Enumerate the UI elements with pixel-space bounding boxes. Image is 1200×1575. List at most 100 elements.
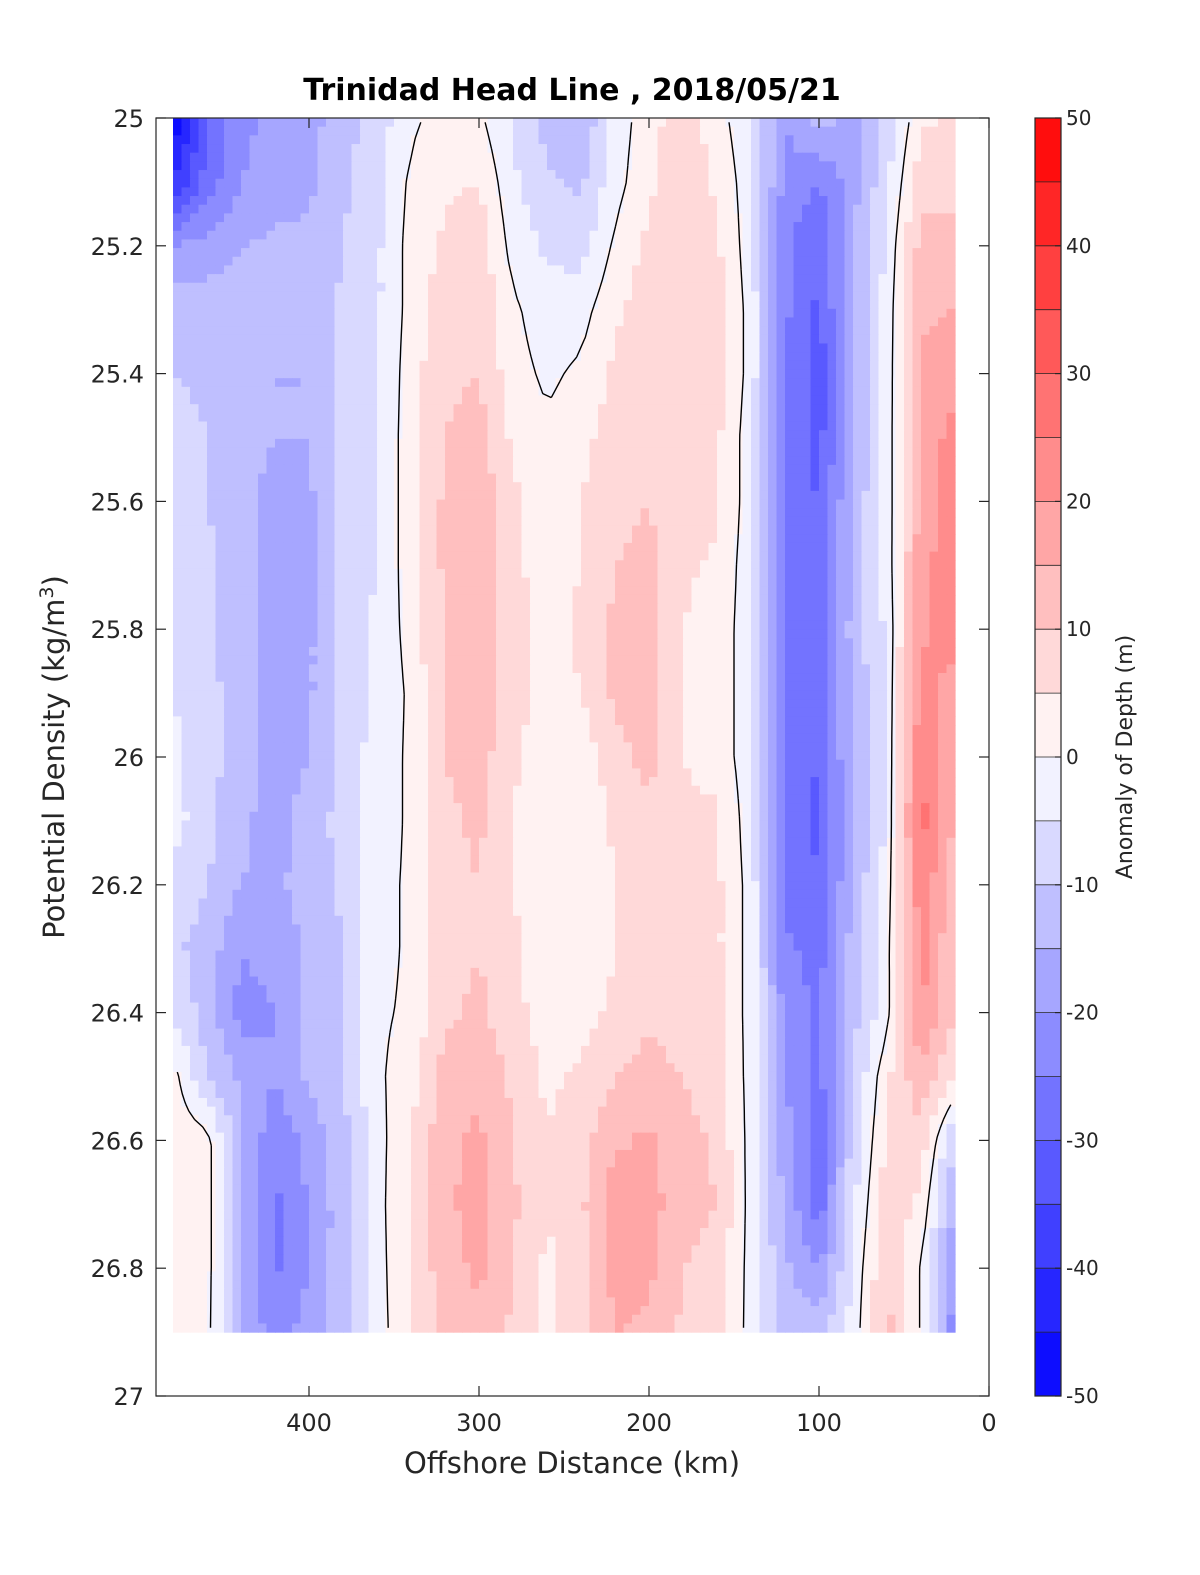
heatmap-cell	[326, 282, 336, 293]
heatmap-cell	[402, 178, 412, 188]
heatmap-cell	[249, 568, 259, 579]
heatmap-cell	[734, 300, 744, 310]
heatmap-cell	[785, 343, 795, 353]
heatmap-cell	[589, 525, 599, 535]
heatmap-cell	[581, 118, 591, 128]
heatmap-cell	[513, 317, 523, 327]
heatmap-cell	[632, 213, 642, 223]
heatmap-cell	[819, 560, 829, 570]
heatmap-cell	[640, 542, 650, 553]
heatmap-cell	[759, 438, 769, 449]
heatmap-cell	[411, 317, 421, 327]
heatmap-cell	[521, 473, 531, 483]
heatmap-cell	[215, 404, 225, 414]
heatmap-cell	[504, 222, 514, 232]
heatmap-cell	[275, 196, 285, 206]
heatmap-cell	[266, 525, 276, 535]
heatmap-cell	[300, 490, 310, 501]
heatmap-cell	[691, 542, 701, 553]
heatmap-cell	[555, 317, 565, 327]
heatmap-cell	[530, 204, 540, 214]
heatmap-cell	[198, 508, 208, 518]
heatmap-cell	[360, 230, 370, 241]
heatmap-cell	[351, 135, 361, 145]
heatmap-cell	[428, 542, 438, 553]
heatmap-cell	[266, 430, 276, 440]
heatmap-cell	[674, 239, 684, 249]
heatmap-cell	[810, 534, 820, 544]
heatmap-cell	[589, 568, 599, 579]
heatmap-cell	[487, 499, 497, 509]
heatmap-cell	[215, 360, 225, 371]
heatmap-cell	[479, 239, 489, 249]
heatmap-cell	[572, 395, 582, 405]
heatmap-cell	[581, 568, 591, 579]
heatmap-cell	[572, 118, 582, 128]
heatmap-cell	[496, 352, 506, 362]
heatmap-cell	[657, 135, 667, 145]
heatmap-cell	[334, 282, 344, 293]
heatmap-cell	[224, 118, 234, 128]
heatmap-cell	[768, 456, 778, 466]
heatmap-cell	[751, 386, 761, 397]
heatmap-cell	[623, 343, 633, 353]
heatmap-cell	[827, 499, 837, 509]
heatmap-cell	[181, 490, 191, 501]
heatmap-cell	[759, 343, 769, 353]
heatmap-cell	[334, 178, 344, 188]
heatmap-cell	[734, 404, 744, 414]
heatmap-cell	[232, 542, 242, 553]
heatmap-cell	[445, 248, 455, 258]
heatmap-cell	[819, 213, 829, 223]
heatmap-cell	[530, 447, 540, 457]
heatmap-cell	[428, 178, 438, 188]
heatmap-cell	[938, 291, 948, 301]
heatmap-cell	[683, 213, 693, 223]
heatmap-cell	[351, 308, 361, 319]
heatmap-cell	[946, 213, 956, 223]
heatmap-cell	[487, 577, 497, 587]
heatmap-cell	[232, 152, 242, 162]
heatmap-cell	[912, 334, 922, 345]
heatmap-cell	[283, 447, 293, 457]
heatmap-cell	[751, 144, 761, 154]
heatmap-cell	[759, 196, 769, 206]
heatmap-cell	[887, 386, 897, 397]
heatmap-cell	[759, 490, 769, 501]
heatmap-cell	[946, 265, 956, 275]
heatmap-cell	[343, 499, 353, 509]
heatmap-cell	[470, 343, 480, 353]
heatmap-cell	[428, 378, 438, 388]
heatmap-cell	[385, 196, 395, 206]
heatmap-cell	[768, 187, 778, 197]
heatmap-cell	[190, 586, 200, 596]
heatmap-cell	[827, 438, 837, 449]
heatmap-cell	[870, 421, 880, 431]
heatmap-cell	[810, 256, 820, 267]
heatmap-cell	[768, 560, 778, 570]
heatmap-cell	[530, 248, 540, 258]
heatmap-cell	[751, 187, 761, 197]
heatmap-cell	[921, 308, 931, 319]
heatmap-cell	[742, 473, 752, 483]
heatmap-cell	[436, 282, 446, 293]
heatmap-cell	[734, 196, 744, 206]
heatmap-cell	[640, 430, 650, 440]
heatmap-cell	[691, 161, 701, 171]
heatmap-cell	[241, 282, 251, 293]
heatmap-cell	[683, 230, 693, 241]
heatmap-cell	[581, 412, 591, 423]
heatmap-cell	[173, 230, 183, 241]
heatmap-cell	[598, 196, 608, 206]
heatmap-cell	[419, 542, 429, 553]
heatmap-cell	[360, 118, 370, 128]
heatmap-cell	[462, 326, 472, 336]
heatmap-cell	[742, 386, 752, 397]
heatmap-cell	[946, 551, 956, 561]
heatmap-cell	[870, 222, 880, 232]
heatmap-cell	[402, 256, 412, 267]
heatmap-cell	[802, 126, 812, 136]
heatmap-cell	[836, 499, 846, 509]
heatmap-cell	[360, 222, 370, 232]
heatmap-cell	[419, 204, 429, 214]
